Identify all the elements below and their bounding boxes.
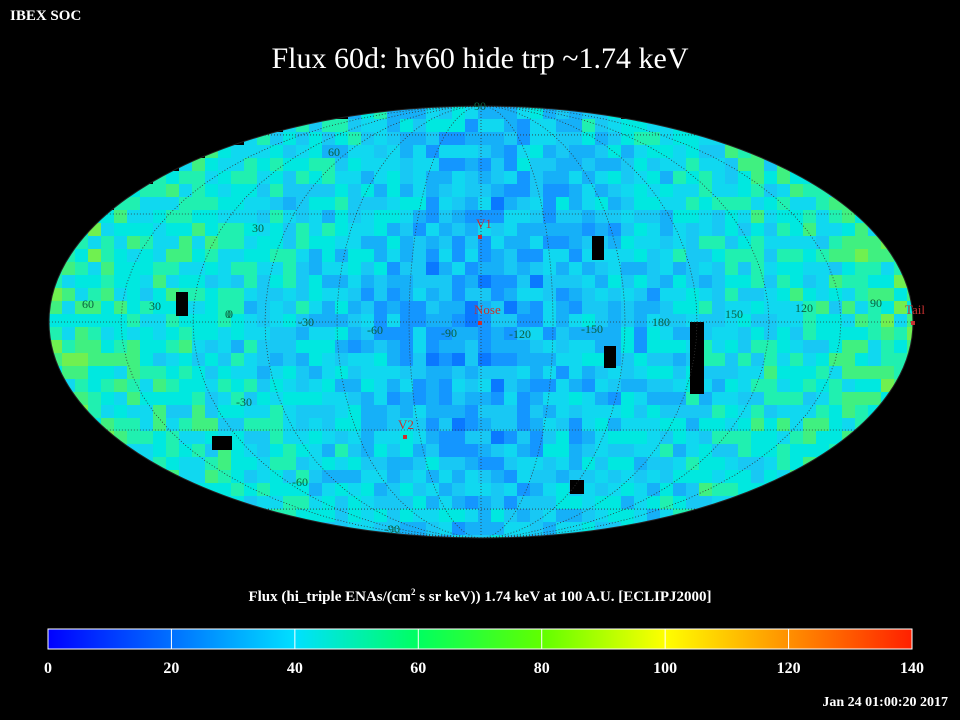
colorbar-tick-label: 120 bbox=[776, 660, 801, 677]
latitude-label: 30 bbox=[252, 221, 264, 235]
colorbar-tick-label: 40 bbox=[286, 660, 303, 677]
longitude-label: 90 bbox=[870, 296, 882, 310]
marker-nose-dot bbox=[478, 321, 482, 325]
longitude-label: -150 bbox=[581, 322, 603, 336]
marker-v1-dot bbox=[478, 235, 482, 239]
marker-v2-dot bbox=[403, 435, 407, 439]
marker-v1-label: V1 bbox=[476, 216, 492, 231]
longitude-label: 60 bbox=[82, 297, 94, 311]
colorbar-tick-label: 80 bbox=[533, 660, 550, 677]
colorbar-tick-label: 0 bbox=[44, 660, 52, 677]
latitude-label: -90 bbox=[384, 522, 400, 536]
marker-nose-label: Nose bbox=[474, 302, 501, 317]
timestamp: Jan 24 01:00:20 2017 bbox=[822, 695, 948, 710]
marker-tail-label: Tail bbox=[905, 302, 925, 317]
latitude-label: -30 bbox=[236, 395, 252, 409]
colorbar-title: Flux (hi_triple ENAs/(cm2 s sr keV)) 1.7… bbox=[248, 587, 712, 605]
longitude-label: 120 bbox=[795, 301, 813, 315]
colorbar-tick-label: 100 bbox=[653, 660, 678, 677]
longitude-label: -60 bbox=[367, 323, 383, 337]
organization-label: IBEX SOC bbox=[10, 8, 82, 24]
longitude-label: 30 bbox=[149, 299, 161, 313]
latitude-label: 60 bbox=[328, 145, 340, 159]
latitude-label: 0 bbox=[225, 307, 231, 321]
longitude-label: 150 bbox=[725, 307, 743, 321]
colorbar-tick-label: 60 bbox=[410, 660, 427, 677]
colorbar-tick-label: 20 bbox=[163, 660, 180, 677]
longitude-label: -120 bbox=[509, 327, 531, 341]
longitude-label: 0 bbox=[227, 307, 233, 321]
marker-tail-dot bbox=[911, 321, 915, 325]
latitude-label: 90 bbox=[474, 99, 486, 113]
colorbar-tick-label: 140 bbox=[900, 660, 924, 677]
graticule bbox=[49, 105, 913, 539]
marker-v2-label: V2 bbox=[398, 417, 414, 432]
latitude-label: -60 bbox=[292, 475, 308, 489]
longitude-label: -90 bbox=[441, 326, 457, 340]
longitude-label: -30 bbox=[298, 315, 314, 329]
map-title: Flux 60d: hv60 hide trp ~1.74 keV bbox=[271, 42, 689, 75]
colorbar-gradient bbox=[47, 628, 913, 650]
longitude-label: 180 bbox=[652, 315, 670, 329]
